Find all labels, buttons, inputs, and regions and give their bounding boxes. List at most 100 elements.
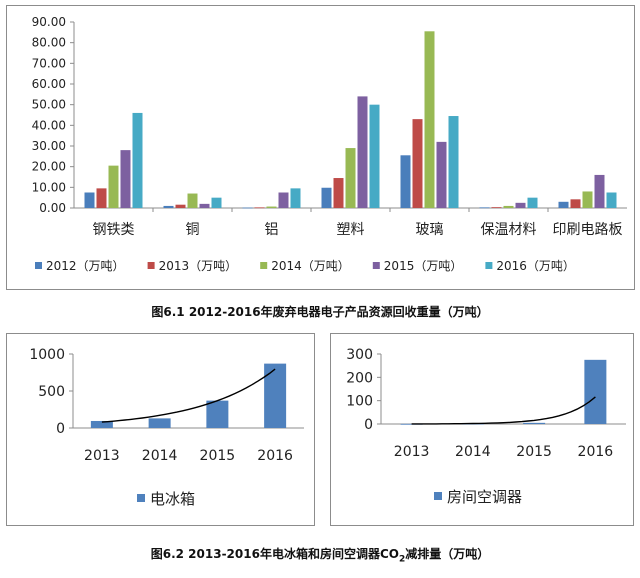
bar (584, 359, 607, 424)
y-tick-label: 30.00 (32, 139, 66, 153)
y-tick-label: 1000 (29, 347, 65, 363)
bar (84, 192, 95, 208)
bar (503, 205, 514, 208)
legend-swatch (137, 494, 145, 502)
y-tick-label: 80.00 (32, 36, 66, 50)
x-category-label: 2015 (516, 444, 552, 460)
legend-label: 2012（万吨） (46, 259, 125, 273)
legend-swatch (35, 262, 42, 269)
figure-caption-1: 图6.1 2012-2016年废弃电器电子产品资源回收重量（万吨） (151, 305, 489, 319)
x-category-label: 2014 (455, 444, 491, 460)
y-tick-label: 50.00 (32, 98, 66, 112)
y-tick-label: 10.00 (32, 180, 66, 194)
bar (132, 112, 143, 208)
legend-label: 2015（万吨） (384, 259, 463, 273)
caption-2-end: 减排量（万吨） (405, 547, 490, 561)
bar (424, 31, 435, 208)
x-category-label: 2016 (257, 448, 293, 464)
bar (199, 203, 210, 208)
bar (120, 150, 131, 208)
bar (357, 96, 368, 208)
bar (606, 192, 617, 208)
legend-swatch (147, 262, 155, 269)
trendline (411, 396, 596, 425)
figure-caption-2: 图6.2 2013-2016年电冰箱和房间空调器CO2减排量（万吨） (0, 545, 640, 564)
y-tick-label: 0 (364, 417, 373, 433)
bar (290, 188, 301, 208)
y-tick-label: 40.00 (32, 118, 66, 132)
bar (527, 197, 538, 208)
x-category-label: 铜 (186, 222, 200, 238)
bar (96, 188, 107, 208)
legend-label: 2014（万吨） (271, 259, 350, 273)
x-category-label: 2015 (200, 448, 236, 464)
y-tick-label: 300 (346, 347, 373, 363)
legend-label: 2016（万吨） (496, 259, 575, 273)
legend-label: 电冰箱 (150, 490, 195, 508)
bar (582, 191, 593, 208)
bar (345, 148, 356, 208)
legend-swatch (485, 262, 493, 269)
legend-swatch (260, 262, 268, 269)
caption-2-main: 图6.2 2013-2016年电冰箱和房间空调器CO (150, 547, 399, 561)
legend-swatch (434, 492, 442, 500)
bar (570, 199, 581, 208)
bar (148, 418, 171, 428)
y-tick-label: 500 (38, 384, 65, 400)
bar (369, 104, 380, 208)
y-tick-label: 200 (346, 370, 373, 386)
bar (254, 207, 265, 209)
y-tick-label: 20.00 (32, 160, 66, 174)
legend-label: 房间空调器 (447, 488, 522, 506)
x-category-label: 2014 (142, 448, 178, 464)
trendline (101, 368, 276, 423)
bar (108, 165, 119, 208)
x-category-label: 2013 (84, 448, 120, 464)
bar (242, 207, 253, 209)
bar (278, 192, 289, 208)
recycling-chart: 0.00 10.00 20.00 30.00 40.00 50.00 60.00 70.00 8… (32, 15, 627, 273)
bar (523, 422, 546, 424)
y-tick-label: 0 (56, 421, 65, 437)
bar (175, 204, 186, 208)
aircon-chart: 0 100 200 300 2013 2014 2015 2016 房间空调器 (346, 347, 626, 506)
caption-2-subscript: 2 (398, 554, 406, 565)
chart-panel-aircon: 0 100 200 300 2013 2014 2015 2016 房间空调器 (330, 333, 634, 526)
bar (558, 201, 569, 208)
x-category-label: 铝 (265, 222, 279, 238)
bar (400, 155, 411, 208)
x-category-label: 保温材料 (481, 222, 537, 238)
x-category-label: 塑料 (337, 222, 365, 238)
bar (264, 363, 287, 428)
bar (90, 420, 113, 428)
bar (594, 174, 605, 208)
bar (211, 197, 222, 208)
bar (333, 178, 344, 208)
x-category-label: 2016 (578, 444, 614, 460)
bar (448, 116, 459, 208)
chart-panel-fridge: 0 500 1000 2013 2014 2015 2016 电冰箱 (6, 333, 315, 526)
bar (266, 206, 277, 208)
y-tick-label: 0.00 (39, 201, 66, 215)
x-category-label: 钢铁类 (93, 222, 135, 238)
y-tick-label: 60.00 (32, 77, 66, 91)
bar (163, 205, 174, 208)
bar (206, 400, 229, 428)
x-category-label: 2013 (394, 444, 430, 460)
x-category-label: 印刷电路板 (553, 222, 623, 238)
bar (412, 119, 423, 208)
bar (479, 207, 490, 209)
x-category-label: 玻璃 (416, 221, 444, 238)
y-tick-label: 90.00 (32, 15, 66, 29)
bar (515, 202, 526, 208)
bar (187, 193, 198, 208)
fridge-chart: 0 500 1000 2013 2014 2015 2016 电冰箱 (29, 347, 304, 508)
bar (436, 141, 447, 208)
y-tick-label: 70.00 (32, 56, 66, 70)
legend-swatch (372, 262, 380, 269)
legend-label: 2013（万吨） (159, 259, 238, 273)
bar (321, 187, 332, 208)
bar (491, 207, 502, 208)
y-tick-label: 100 (346, 394, 373, 410)
chart-panel-recycling: 0.00 10.00 20.00 30.00 40.00 50.00 60.00 70.00 8… (6, 5, 635, 290)
